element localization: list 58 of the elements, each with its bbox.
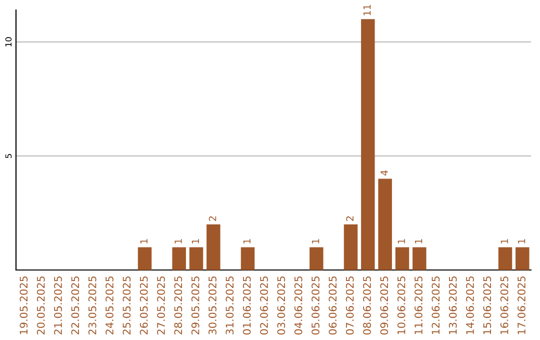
x-tick-label: 01.06.2025: [242, 276, 251, 335]
x-tick-label: 05.06.2025: [312, 276, 320, 335]
bar: [344, 224, 358, 270]
x-tick-label: 28.05.2025: [174, 276, 182, 334]
x-tick-label: 16.06.2025: [500, 276, 508, 334]
x-tick-label: 23.05.2025: [88, 276, 96, 334]
x-tick-label: 06.06.2025: [328, 276, 337, 335]
bar: [378, 178, 392, 270]
x-tick-label: 08.06.2025: [363, 276, 371, 335]
bar: [206, 224, 220, 270]
bar: [172, 247, 186, 270]
bar: [189, 247, 204, 270]
bar: [361, 19, 375, 270]
x-tick-label: 12.06.2025: [432, 276, 440, 334]
x-tick-label: 24.05.2025: [106, 276, 114, 334]
bar: [516, 247, 530, 270]
data-label: 11: [364, 4, 371, 16]
data-label: 1: [192, 239, 199, 244]
data-label: 1: [243, 239, 250, 244]
data-label: 4: [380, 170, 388, 176]
x-tick-label: 17.06.2025: [518, 276, 526, 334]
x-tick-label: 13.06.2025: [448, 276, 457, 334]
data-label: 1: [518, 239, 526, 244]
x-tick-label: 30.05.2025: [208, 276, 216, 334]
x-tick-label: 14.06.2025: [466, 276, 474, 334]
data-label: 1: [312, 239, 320, 244]
x-tick-label: 20.05.2025: [36, 276, 45, 334]
y-tick-label: 5: [5, 154, 12, 158]
x-tick-label: 31.05.2025: [226, 276, 234, 334]
data-label: 1: [500, 239, 508, 244]
x-tick-label: 11.06.2025: [414, 276, 422, 334]
x-tick-label: 10.06.2025: [397, 276, 406, 334]
data-label: 1: [398, 239, 405, 244]
x-tick-label: 26.05.2025: [140, 276, 148, 334]
x-tick-label: 07.06.2025: [346, 276, 354, 335]
bar: [395, 247, 410, 270]
x-tick-label: 29.05.2025: [191, 276, 200, 334]
bar: [412, 247, 426, 270]
x-tick-label: 27.05.2025: [157, 276, 165, 334]
data-label: 1: [140, 239, 148, 244]
data-label: 2: [208, 216, 216, 221]
x-tick-label: 19.05.2025: [20, 276, 28, 334]
x-tick-label: 15.06.2025: [483, 276, 492, 334]
data-label: 1: [174, 239, 182, 244]
x-tick-label: 25.05.2025: [122, 276, 131, 334]
bar: [138, 247, 152, 270]
bar: [310, 247, 324, 270]
bar: [240, 247, 255, 270]
x-tick-label: 02.06.2025: [260, 276, 268, 335]
x-tick-label: 04.06.2025: [294, 276, 302, 335]
x-tick-label: 03.06.2025: [277, 276, 286, 335]
bar: [498, 247, 512, 270]
x-tick-label: 21.05.2025: [54, 276, 62, 334]
y-tick-label: 10: [5, 37, 12, 46]
data-label: 1: [415, 239, 422, 244]
x-tick-label: 22.05.2025: [71, 276, 80, 334]
data-label: 2: [346, 216, 354, 221]
x-tick-label: 09.06.2025: [380, 276, 388, 335]
